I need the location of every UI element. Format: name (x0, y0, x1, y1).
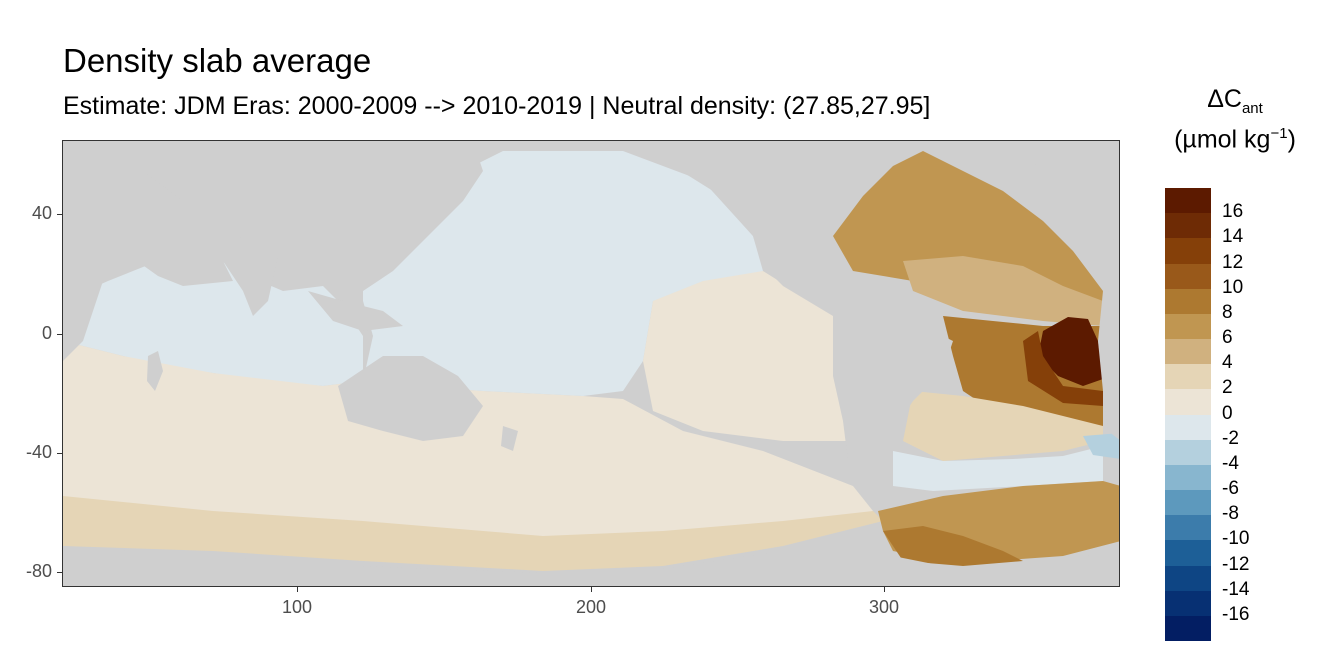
legend-label: 8 (1222, 301, 1233, 323)
legend-title: ΔCant (µmol kg−1) (1150, 85, 1320, 154)
map-panel (62, 140, 1120, 587)
legend-label: -6 (1222, 478, 1239, 499)
y-tick-label: -40 (25, 442, 52, 462)
region-indian-north (63, 251, 363, 386)
y-tick-label: 40 (31, 203, 52, 223)
land-north-america (623, 141, 853, 271)
legend-label: -8 (1222, 503, 1239, 525)
legend-swatch (1165, 188, 1211, 214)
legend-swatch (1165, 515, 1211, 541)
legend-swatch (1165, 414, 1211, 441)
legend-label: 6 (1222, 327, 1233, 348)
map-svg (63, 141, 1119, 586)
legend-swatch (1165, 490, 1211, 516)
region-south-atlantic-blue2 (1083, 433, 1119, 459)
legend-swatch (1165, 540, 1211, 566)
region-southern-band (63, 496, 883, 571)
region-tropical-hotspot (1038, 317, 1103, 386)
land-antarctica (63, 541, 1119, 586)
legend-label: 14 (1222, 226, 1244, 248)
region-weddell-dark (883, 526, 1023, 566)
land-greenland (933, 141, 1063, 166)
land-madagascar (147, 351, 163, 391)
y-tick-label: 0 (41, 323, 52, 343)
legend-swatch (1165, 590, 1211, 617)
legend-swatch (1165, 565, 1211, 592)
y-tick-mark (57, 453, 62, 454)
legend-swatch (1165, 213, 1211, 239)
x-tick-label: 200 (575, 597, 607, 617)
legend-label: -14 (1222, 578, 1250, 600)
land-india (213, 236, 278, 316)
y-tick-label: -80 (25, 561, 52, 581)
y-tick-mark (57, 334, 62, 335)
region-south-atlantic-blue (893, 446, 1103, 491)
plot-title: Density slab average (63, 42, 372, 79)
land-west-africa (1098, 291, 1119, 440)
region-pacific (363, 151, 763, 396)
legend-swatch (1165, 615, 1211, 642)
legend-label: -2 (1222, 427, 1239, 449)
legend-label: 12 (1222, 251, 1244, 273)
x-tick-mark (591, 587, 592, 592)
legend-swatch (1165, 288, 1211, 315)
legend-label: -12 (1222, 553, 1250, 575)
land-central-america (763, 261, 843, 316)
land-africa (63, 141, 233, 361)
legend-label: -4 (1222, 452, 1239, 474)
legend-swatch (1165, 263, 1211, 290)
legend-label: 2 (1222, 377, 1233, 399)
region-southern (63, 341, 873, 566)
legend-label: -16 (1222, 603, 1250, 625)
legend-swatch (1165, 313, 1211, 340)
legend-swatch (1165, 389, 1211, 415)
legend-swatch (1165, 439, 1211, 466)
land-australia (338, 356, 483, 441)
land-new-zealand (501, 426, 518, 451)
y-tick-mark (57, 214, 62, 215)
land-eurasia (83, 141, 483, 291)
x-tick-label: 100 (281, 597, 313, 617)
land-indonesia (308, 291, 403, 331)
legend-swatch (1165, 464, 1211, 491)
y-tick-mark (57, 572, 62, 573)
legend-label: -10 (1222, 528, 1250, 550)
legend-label: 4 (1222, 352, 1233, 374)
legend-title-line2: (µmol kg−1) (1174, 125, 1296, 154)
legend-swatch (1165, 238, 1211, 264)
region-east-pacific (643, 271, 873, 441)
land-europe (1063, 141, 1119, 248)
x-tick-mark (297, 587, 298, 592)
region-tropical-ring (1023, 331, 1103, 406)
legend-label: 10 (1222, 276, 1244, 298)
x-tick-mark (884, 587, 885, 592)
legend-label: 0 (1222, 402, 1233, 424)
legend-swatch (1165, 339, 1211, 365)
x-tick-label: 300 (868, 597, 900, 617)
legend-label: 16 (1222, 201, 1244, 223)
plot-subtitle: Estimate: JDM Eras: 2000-2009 --> 2010-2… (63, 92, 931, 120)
legend-colorbar (1165, 188, 1211, 642)
legend-swatch (1165, 364, 1211, 390)
land-south-america (833, 306, 953, 486)
region-south-atlantic (903, 391, 1103, 461)
legend-title-line1: ΔCant (1207, 85, 1263, 117)
region-north-atlantic-light (903, 256, 1103, 326)
